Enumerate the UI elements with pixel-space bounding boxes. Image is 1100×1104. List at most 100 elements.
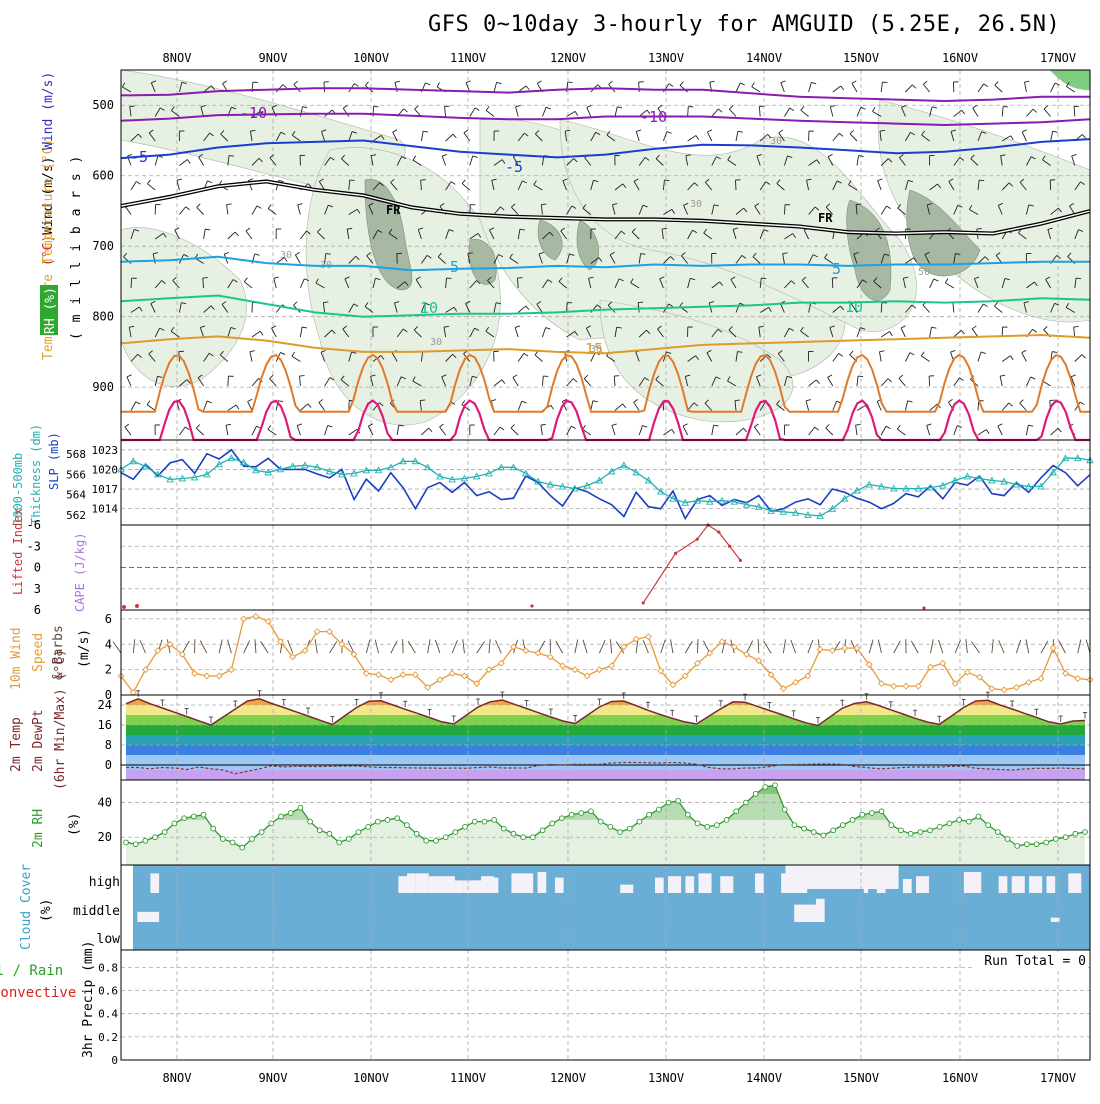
wind-barb [556,641,563,653]
wind-speed-point [646,634,652,640]
rh-point [308,819,313,824]
wind-speed-point [1075,676,1081,682]
cloud-gap-high [511,873,533,893]
precip-tick-label: 0.6 [98,985,118,998]
cloud-gap-high [668,876,681,893]
bottom-day-label: 15NOV [843,1071,879,1085]
wind-barb [858,376,863,377]
wind-barb [1078,639,1081,653]
wind-speed-point [805,673,811,679]
cloud-gap-high [916,876,929,893]
cloud-gap-high [755,873,764,893]
wind-barb [1076,278,1081,279]
wind-barb [1016,640,1020,653]
li-tick-label: 3 [34,582,41,596]
li-point [739,559,742,562]
temp-band [126,745,1085,755]
temp-ylabel: Temperature (°C) [41,139,56,264]
wind-barb [463,639,465,653]
cloud-gap-high [407,873,416,893]
li-point [728,545,731,548]
wind-barb [228,640,232,653]
temp-bands [126,695,1085,780]
wind-tick-label: 4 [105,637,112,651]
thickness-line [121,458,1090,516]
rh-point [1005,837,1010,842]
thickness-ylabel-2: Thickness (dm) [29,424,43,525]
rh-point [172,821,177,826]
rh-point [685,812,690,817]
wind-tick-label: 6 [105,612,112,626]
rh-point [492,817,497,822]
wind-tick-label: 2 [105,663,112,677]
isotherm-label: -5 [505,158,523,176]
rh-point [908,831,913,836]
wind-barb [931,639,934,653]
rh-point [589,809,594,814]
bottom-day-label: 9NOV [259,1071,288,1085]
temp-ylabel-3: (6hr Min/Max) (°C) [53,649,68,790]
wind-barb [979,180,984,181]
wind-barb [1041,641,1048,653]
wind-barb [219,639,222,653]
rh-point [240,845,245,850]
rh-point [279,814,284,819]
isotherm-label: -5 [130,148,148,166]
wind-barb [330,641,337,653]
rh-point [966,819,971,824]
wind-speed-point [229,667,235,673]
rh-point [1044,840,1049,845]
wind-ylabel: Wind (m/s) [41,72,56,150]
li-point [135,604,139,608]
wind-speed-point [241,616,247,622]
bottom-day-label: 13NOV [648,1071,684,1085]
bottom-day-label: 12NOV [550,1071,586,1085]
li-line [643,525,740,603]
cloud-gap-high [490,878,499,893]
wind-barb [929,376,930,386]
rh-ylabel-unit: (%) [67,813,82,836]
slp-tick-label: 1017 [92,483,119,496]
rh-point [869,811,874,816]
li-tick-label: -6 [27,518,41,532]
isotherm-label: -10 [240,104,267,122]
rh-point [840,823,845,828]
rh-point [1054,837,1059,842]
wind-speed-point [830,648,836,654]
wind-barb [568,82,573,83]
rh-point [705,824,710,829]
rh-point [753,791,758,796]
wind-barb [391,641,397,653]
cloud-gap-high [699,873,712,893]
rh-contour-label: 50 [918,267,930,278]
rh-point [337,840,342,845]
wind-barb [255,639,256,653]
wind-barb [882,82,887,83]
rh-point [540,828,545,833]
cloud-gap-high [999,876,1008,893]
li-point [642,601,645,604]
rh-point [356,830,361,835]
rh-contour-label: 30 [690,199,702,210]
rh-point [250,837,255,842]
rh-point [269,821,274,826]
rh-point [734,809,739,814]
wind-barb [764,641,771,653]
li-tick-label: 6 [34,603,41,617]
wind-barb [326,254,331,255]
rh-point [889,823,894,828]
wind-barb [445,106,450,107]
rh-point [424,838,429,843]
bottom-day-label: 17NOV [1040,1071,1076,1085]
rh-point [443,835,448,840]
wind-barb [575,639,578,653]
cloud-gap-high [555,878,564,893]
rh-point [124,840,129,845]
rh-point [937,824,942,829]
wind-barb [1086,640,1090,653]
rh-ylabel: RH (%) [43,287,58,334]
bottom-day-label: 14NOV [746,1071,782,1085]
wind-barb [599,640,605,653]
rh-point [1015,844,1020,849]
